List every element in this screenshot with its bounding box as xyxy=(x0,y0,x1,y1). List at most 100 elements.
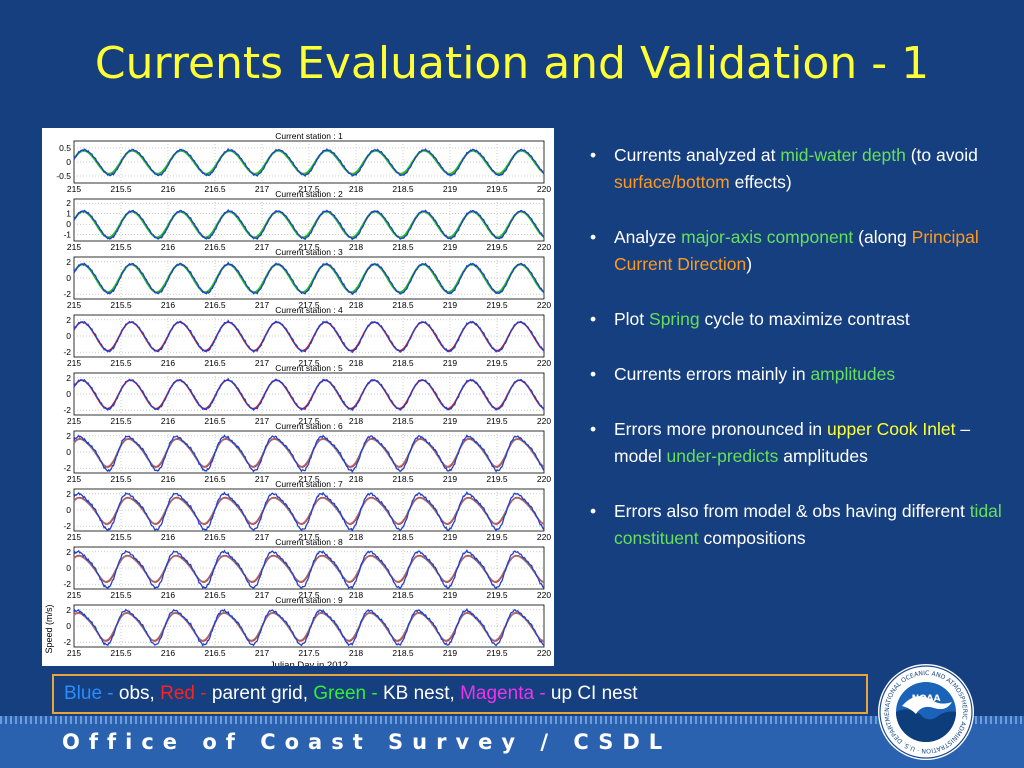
x-tick-label: 220 xyxy=(537,474,551,484)
bullet-highlight: Spring xyxy=(649,309,700,329)
y-axis-label: Speed (m/s) xyxy=(44,604,54,653)
x-tick-label: 218 xyxy=(349,648,363,658)
bullet-item: Currents errors mainly in amplitudes xyxy=(588,361,1018,388)
panel-title: Current station : 5 xyxy=(275,363,343,373)
series-line-obs xyxy=(73,208,545,241)
x-tick-label: 217.5 xyxy=(298,590,320,600)
x-tick-label: 219.5 xyxy=(486,648,508,658)
x-tick-label: 215.5 xyxy=(110,532,132,542)
series-line-obs xyxy=(73,491,545,532)
x-tick-label: 219 xyxy=(443,184,457,194)
x-tick-label: 216.5 xyxy=(204,532,226,542)
bullet-text: amplitudes xyxy=(778,446,868,466)
x-tick-label: 220 xyxy=(537,590,551,600)
x-tick-label: 215.5 xyxy=(110,300,132,310)
legend-series-desc: up CI nest xyxy=(550,683,638,704)
y-tick-label: -2 xyxy=(63,521,71,531)
bullet-text: – model xyxy=(614,419,971,466)
bullet-text: (along xyxy=(853,227,912,247)
legend-series-desc: obs, xyxy=(118,683,161,704)
x-tick-label: 219.5 xyxy=(486,184,508,194)
legend-series-desc: KB nest, xyxy=(382,683,461,704)
x-tick-label: 219 xyxy=(443,358,457,368)
x-tick-label: 218.5 xyxy=(392,358,414,368)
x-tick-label: 216 xyxy=(161,474,175,484)
x-tick-label: 218.5 xyxy=(392,532,414,542)
x-tick-label: 219.5 xyxy=(486,532,508,542)
bullet-text: Plot xyxy=(614,309,650,329)
y-tick-label: 2 xyxy=(66,198,71,208)
x-tick-label: 217 xyxy=(255,242,269,252)
bullet-item: Errors also from model & obs having diff… xyxy=(588,498,1018,552)
x-tick-label: 215.5 xyxy=(110,184,132,194)
x-tick-label: 216.5 xyxy=(204,184,226,194)
x-tick-label: 220 xyxy=(537,416,551,426)
x-tick-label: 216 xyxy=(161,416,175,426)
x-tick-label: 216 xyxy=(161,648,175,658)
legend-series-desc: parent grid, xyxy=(211,683,314,704)
slide-title: Currents Evaluation and Validation - 1 xyxy=(94,38,930,89)
x-tick-label: 219.5 xyxy=(486,416,508,426)
x-tick-label: 217 xyxy=(255,590,269,600)
y-tick-label: 2 xyxy=(66,373,71,383)
y-tick-label: -2 xyxy=(63,463,71,473)
series-legend: Blue - obs, Red - parent grid, Green - K… xyxy=(52,674,868,714)
x-tick-label: 217.5 xyxy=(298,300,320,310)
bullet-text: Currents errors mainly in xyxy=(614,364,811,384)
x-tick-label: 217 xyxy=(255,474,269,484)
x-tick-label: 217.5 xyxy=(298,648,320,658)
bullet-text: cycle to maximize contrast xyxy=(699,309,910,329)
x-tick-label: 215 xyxy=(67,474,81,484)
y-tick-label: 2 xyxy=(66,489,71,499)
x-tick-label: 218.5 xyxy=(392,242,414,252)
series-line-obs xyxy=(73,549,545,590)
logo-wordmark: NOAA xyxy=(912,694,941,704)
x-tick-label: 220 xyxy=(537,242,551,252)
x-tick-label: 219 xyxy=(443,300,457,310)
x-tick-label: 217.5 xyxy=(298,242,320,252)
bullet-text: Errors also from model & obs having diff… xyxy=(614,501,970,521)
x-tick-label: 216 xyxy=(161,358,175,368)
y-tick-label: 0 xyxy=(66,447,71,457)
bullet-item: Errors more pronounced in upper Cook Inl… xyxy=(588,416,1018,470)
y-tick-label: 2 xyxy=(66,431,71,441)
x-tick-label: 218 xyxy=(349,590,363,600)
bullet-list: Currents analyzed at mid-water depth (to… xyxy=(588,142,1018,580)
panel-title: Current station : 9 xyxy=(275,595,343,605)
bullet-text: Currents analyzed at xyxy=(614,145,781,165)
x-tick-label: 215 xyxy=(67,590,81,600)
x-axis-label: Julian Day in 2012 xyxy=(270,660,348,666)
series-line-obs xyxy=(73,319,545,354)
y-tick-label: 0 xyxy=(66,219,71,229)
x-tick-label: 218.5 xyxy=(392,648,414,658)
series-line-up-ci-nest xyxy=(73,555,545,583)
series-line-obs xyxy=(73,434,545,473)
x-tick-label: 217 xyxy=(255,184,269,194)
y-tick-label: -2 xyxy=(63,289,71,299)
y-tick-label: 2 xyxy=(66,257,71,267)
series-line-up-ci-nest xyxy=(73,438,545,468)
bullet-highlight: amplitudes xyxy=(810,364,896,384)
x-tick-label: 216.5 xyxy=(204,300,226,310)
x-tick-label: 215 xyxy=(67,416,81,426)
x-tick-label: 217.5 xyxy=(298,474,320,484)
bullet-item: Currents analyzed at mid-water depth (to… xyxy=(588,142,1018,196)
panel-title: Current station : 7 xyxy=(275,479,343,489)
noaa-logo-icon: NATIONAL OCEANIC AND ATMOSPHERIC ADMINIS… xyxy=(876,662,974,760)
x-tick-label: 219.5 xyxy=(486,242,508,252)
panel-title: Current station : 3 xyxy=(275,247,343,257)
x-tick-label: 215 xyxy=(67,532,81,542)
series-line-up-ci-nest xyxy=(73,497,545,525)
y-tick-label: 0 xyxy=(66,331,71,341)
y-tick-label: -2 xyxy=(63,405,71,415)
y-tick-label: 1 xyxy=(66,209,71,219)
y-tick-label: -2 xyxy=(63,637,71,647)
x-tick-label: 220 xyxy=(537,648,551,658)
current-stations-figure: Current station : 1 215 215.5 216 216.5 217 21… xyxy=(42,128,554,666)
y-tick-label: 2 xyxy=(66,315,71,325)
legend-series-label: Blue - xyxy=(64,683,119,704)
x-tick-label: 218.5 xyxy=(392,474,414,484)
y-tick-label: -1 xyxy=(63,230,71,240)
x-tick-label: 220 xyxy=(537,358,551,368)
series-line-obs xyxy=(73,377,545,412)
